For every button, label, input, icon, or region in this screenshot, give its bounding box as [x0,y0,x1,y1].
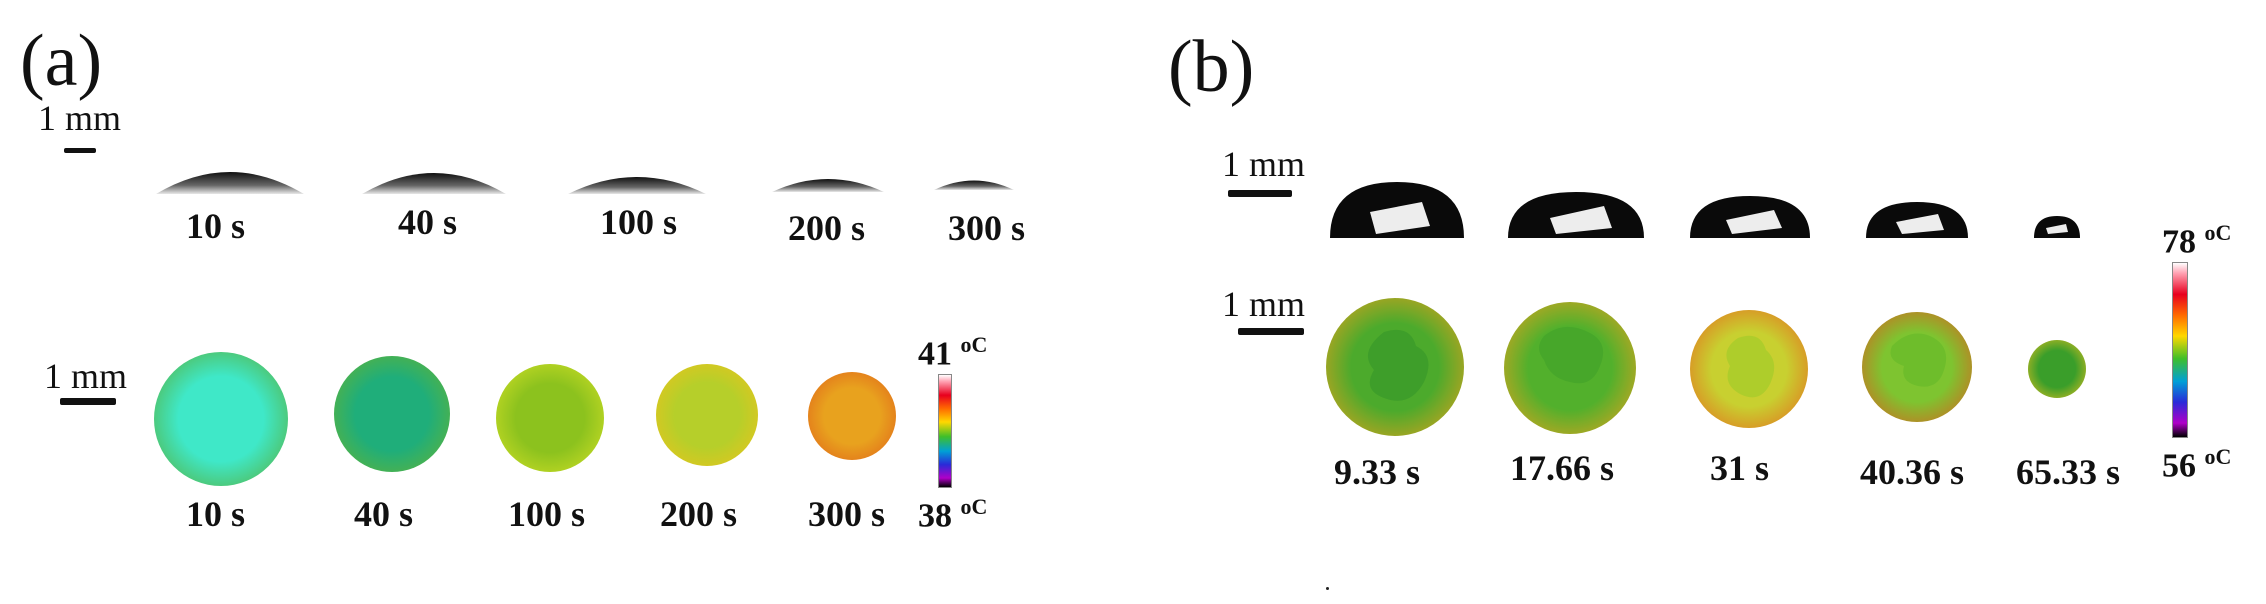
side-view-droplet-a-2 [362,173,506,194]
side-view-droplet-b-2 [1508,192,1644,238]
thermal-time-label-b-1: 9.33 s [1334,452,1421,492]
side-view-droplet-a-3 [568,177,706,194]
thermal-core-b-4 [1890,333,1947,387]
thermal-time-label-a-4: 200 s [660,494,738,534]
thermal-time-label-b-5: 65.33 s [2016,452,2121,492]
thermal-droplet-a-4 [656,364,758,466]
colorbar-max-label-a: 41 oC [918,332,988,373]
side-time-label-a-5: 300 s [948,208,1026,248]
thermal-droplet-b-5 [2028,340,2086,398]
colorbar-min-label-b: 56 oC [2162,444,2232,485]
side-scale-bar-a [64,148,96,153]
colorbar-a [938,374,952,488]
thermal-scale-bar-a [60,398,116,405]
side-scale-bar-b [1228,190,1292,197]
colorbar-min-label-a: 38 oC [918,494,988,535]
side-scale-label-a: 1 mm [38,98,122,138]
thermal-scale-label-b: 1 mm [1222,284,1306,324]
side-scale-label-b: 1 mm [1222,144,1306,184]
thermal-droplet-a-3 [496,364,604,472]
thermal-core-b-1 [1367,329,1429,401]
stray-dot [1326,587,1329,590]
thermal-time-label-a-2: 40 s [354,494,414,534]
side-time-label-a-2: 40 s [398,202,458,242]
side-time-label-a-4: 200 s [788,208,866,248]
panel-label-b: (b) [1168,26,1255,108]
thermal-scale-bar-b [1238,328,1304,335]
thermal-scale-label-a: 1 mm [44,356,128,396]
side-view-droplet-b-1 [1330,182,1464,238]
thermal-time-label-b-3: 31 s [1710,448,1770,488]
panel-label-a: (a) [20,20,103,102]
thermal-core-b-3 [1726,335,1775,398]
thermal-time-label-a-3: 100 s [508,494,586,534]
thermal-droplet-a-2 [334,356,450,472]
side-view-droplet-a-5 [934,180,1014,190]
thermal-droplet-a-5 [808,372,896,460]
side-view-droplet-b-3 [1690,196,1810,238]
colorbar-b [2172,262,2188,438]
side-time-label-a-3: 100 s [600,202,678,242]
side-view-droplet-a-1 [156,172,304,194]
thermal-time-label-b-4: 40.36 s [1860,452,1965,492]
thermal-droplet-a-1 [154,352,288,486]
side-time-label-a-1: 10 s [186,206,246,246]
colorbar-max-label-b: 78 oC [2162,220,2232,261]
thermal-time-label-a-5: 300 s [808,494,886,534]
thermal-core-b-2 [1539,326,1604,384]
side-view-droplet-a-4 [772,179,884,192]
thermal-time-label-b-2: 17.66 s [1510,448,1615,488]
side-view-droplet-b-4 [1866,202,1968,238]
side-view-droplet-b-5 [2034,216,2080,238]
thermal-time-label-a-1: 10 s [186,494,246,534]
